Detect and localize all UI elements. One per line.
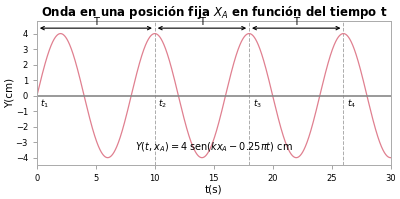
- X-axis label: t(s): t(s): [205, 185, 222, 195]
- Y-axis label: Y(cm): Y(cm): [4, 78, 14, 108]
- Title: Onda en una posición fija $X_A$ en función del tiempo t: Onda en una posición fija $X_A$ en funci…: [40, 4, 387, 21]
- Text: $Y(t,x_A) = 4\ \mathrm{sen}(kx_A - 0.25\pi t)\ \mathrm{cm}$: $Y(t,x_A) = 4\ \mathrm{sen}(kx_A - 0.25\…: [135, 140, 293, 154]
- Text: $t_2$: $t_2$: [158, 98, 167, 110]
- Text: T: T: [293, 17, 299, 27]
- Text: $t_1$: $t_1$: [40, 98, 50, 110]
- Text: $t_3$: $t_3$: [253, 98, 262, 110]
- Text: T: T: [93, 17, 99, 27]
- Text: T: T: [199, 17, 205, 27]
- Text: $t_4$: $t_4$: [347, 98, 356, 110]
